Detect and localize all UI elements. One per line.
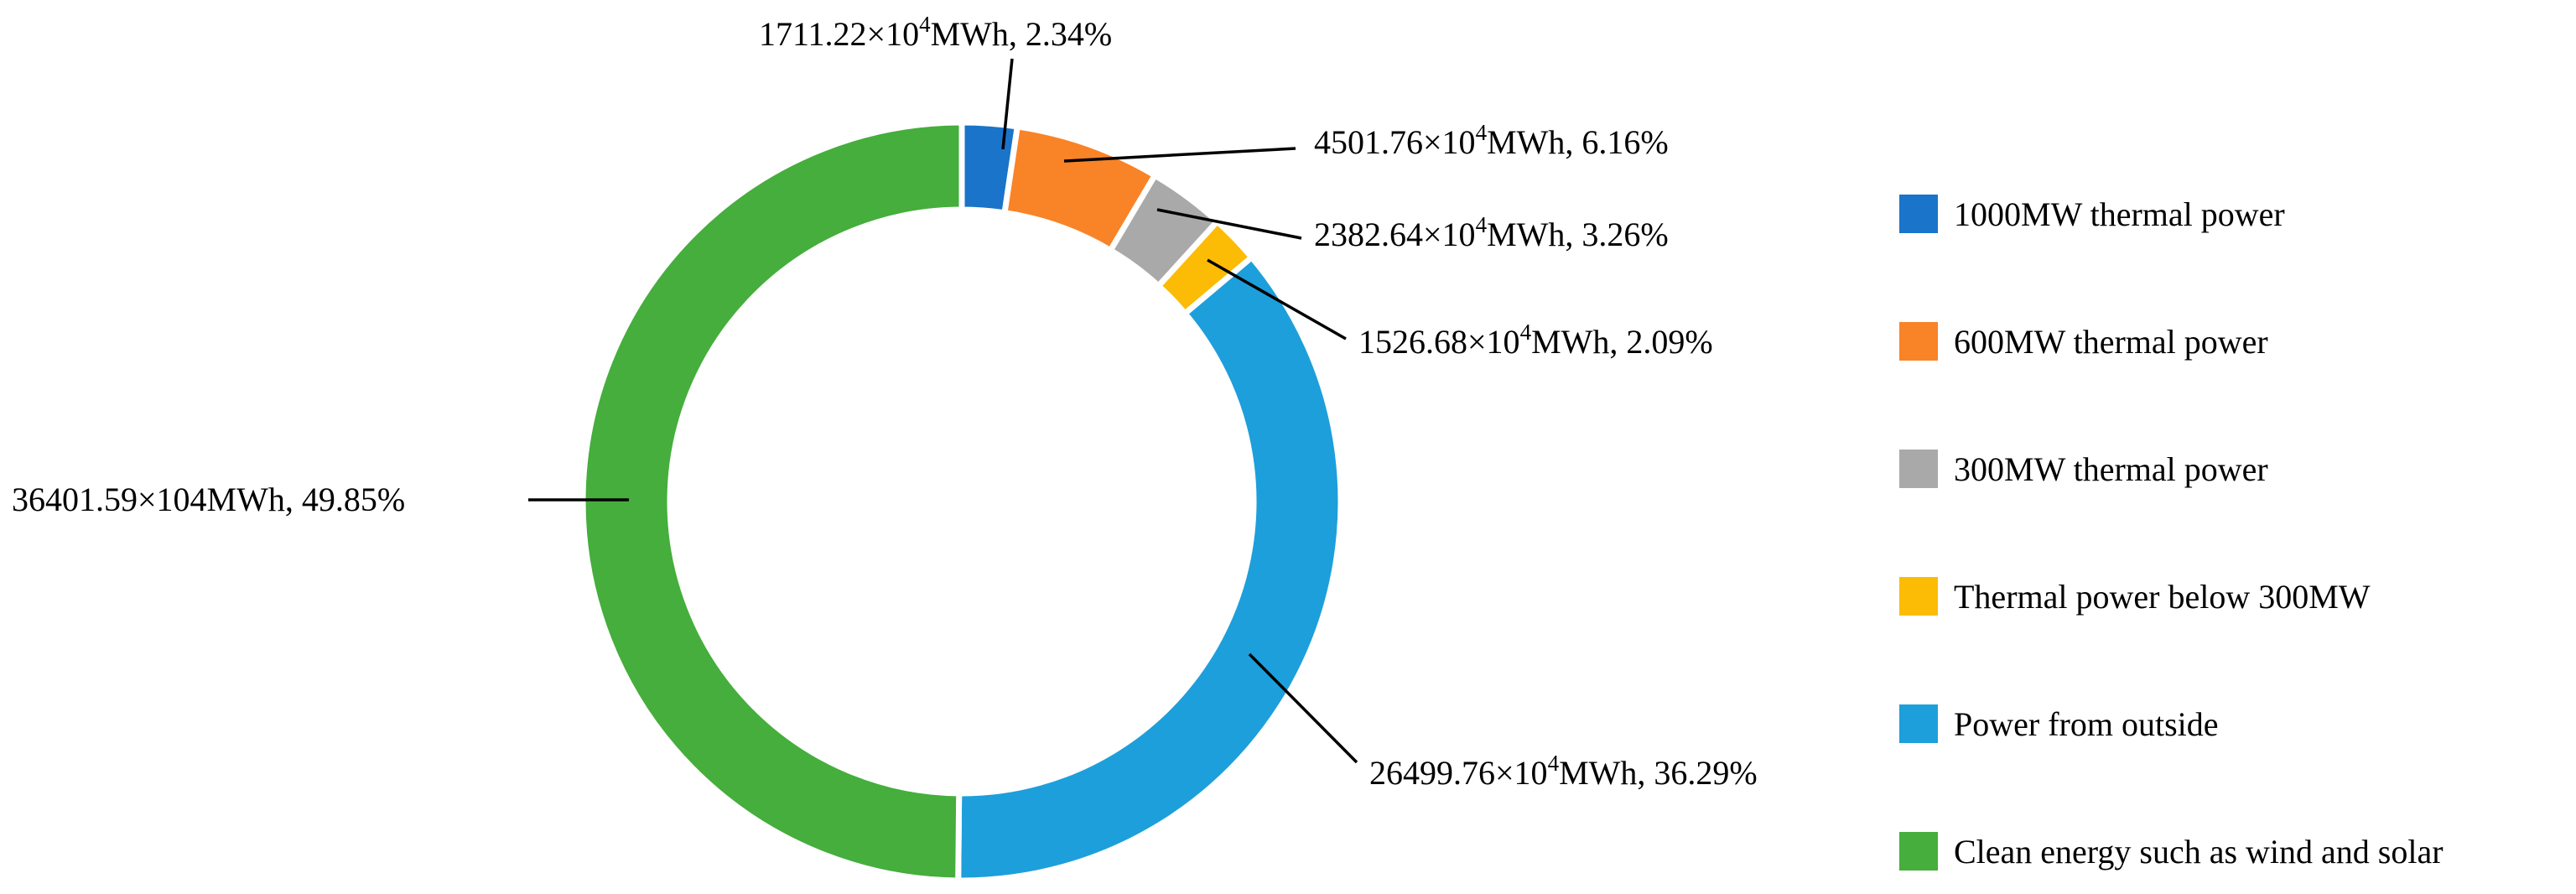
data-labels: 1711.22×104MWh, 2.34% 4501.76×104MWh, 6.1… — [12, 12, 1758, 792]
data-label-5: 26499.76×104MWh, 36.29% — [1369, 751, 1758, 792]
legend-item-2: 600MW thermal power — [1899, 322, 2268, 361]
slice-6 — [579, 119, 965, 884]
donut-slices — [579, 119, 1344, 884]
legend-label-2: 600MW thermal power — [1954, 323, 2268, 361]
leader-line-1 — [1001, 58, 1014, 150]
legend-item-1: 1000MW thermal power — [1899, 195, 2285, 233]
legend-label-1: 1000MW thermal power — [1954, 195, 2285, 233]
legend-swatch-2 — [1899, 322, 1938, 361]
legend-swatch-6 — [1899, 832, 1938, 871]
leader-line-5 — [1248, 652, 1358, 764]
leader-line-3 — [1156, 208, 1302, 240]
legend: 1000MW thermal power 600MW thermal power 3… — [1899, 195, 2444, 871]
leader-lines — [528, 58, 1358, 764]
legend-label-5: Power from outside — [1954, 705, 2219, 743]
legend-label-3: 300MW thermal power — [1954, 450, 2268, 488]
data-label-4: 1526.68×104MWh, 2.09% — [1358, 320, 1713, 361]
leader-line-2 — [1063, 147, 1296, 163]
legend-item-6: Clean energy such as wind and solar — [1899, 832, 2444, 871]
legend-swatch-5 — [1899, 704, 1938, 743]
legend-label-6: Clean energy such as wind and solar — [1954, 833, 2444, 871]
legend-label-4: Thermal power below 300MW — [1954, 578, 2371, 616]
legend-swatch-1 — [1899, 195, 1938, 233]
data-label-1: 1711.22×104MWh, 2.34% — [759, 12, 1112, 53]
legend-swatch-4 — [1899, 577, 1938, 616]
data-label-3: 2382.64×104MWh, 3.26% — [1314, 212, 1669, 253]
legend-item-5: Power from outside — [1899, 704, 2219, 743]
data-label-6: 36401.59×104MWh, 49.85% — [12, 481, 405, 518]
slice-5 — [955, 252, 1344, 884]
data-label-2: 4501.76×104MWh, 6.16% — [1314, 120, 1669, 161]
legend-swatch-3 — [1899, 450, 1938, 488]
legend-item-3: 300MW thermal power — [1899, 450, 2268, 488]
leader-line-4 — [1207, 258, 1347, 340]
legend-item-4: Thermal power below 300MW — [1899, 577, 2371, 616]
